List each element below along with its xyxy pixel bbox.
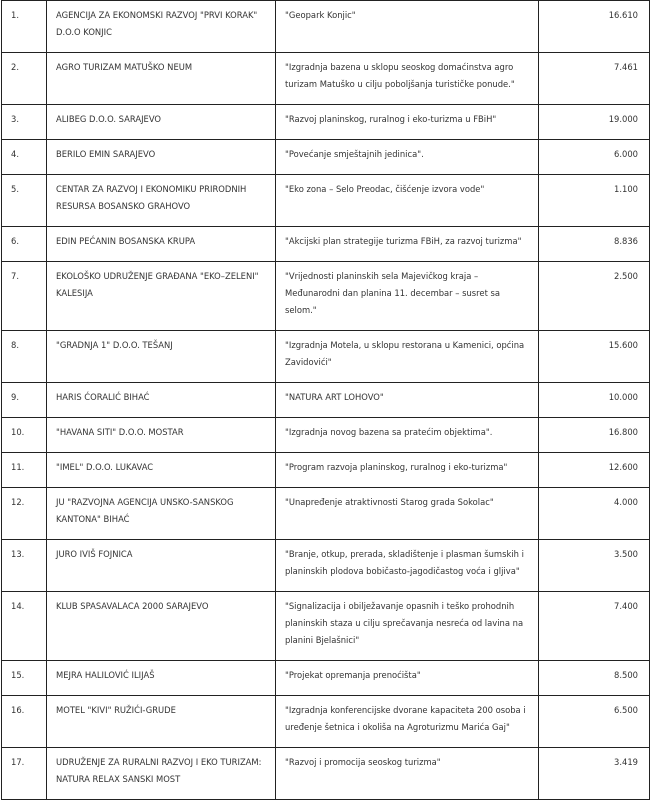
organization-name: CENTAR ZA RAZVOJ I EKONOMIKU PRIRODNIH R…	[46, 174, 276, 227]
grant-amount: 8.500	[538, 660, 650, 696]
row-number: 16.	[1, 695, 47, 748]
row-number: 2.	[1, 52, 47, 105]
grant-amount: 1.100	[538, 174, 650, 227]
project-title: "Signalizacija i obilježavanje opasnih i…	[275, 591, 539, 661]
grant-amount: 16.800	[538, 417, 650, 453]
table-row: 8. "GRADNJA 1" D.O.O. TEŠANJ "Izgradnja Mo…	[1, 330, 650, 383]
row-number: 1.	[1, 0, 47, 53]
project-title: "Akcijski plan strategije turizma FBiH, …	[275, 226, 539, 262]
project-title: "Povećanje smještajnih jedinica".	[275, 139, 539, 175]
organization-name: MEJRA HALILOVIĆ ILIJAŠ	[46, 660, 276, 696]
row-number: 15.	[1, 660, 47, 696]
table-row: 17. UDRUŽENJE ZA RURALNI RAZVOJ I EKO TUR…	[1, 747, 650, 800]
grant-amount: 8.836	[538, 226, 650, 262]
organization-name: EDIN PEĆANIN BOSANSKA KRUPA	[46, 226, 276, 262]
project-title: "Projekat opremanja prenoćišta"	[275, 660, 539, 696]
row-number: 14.	[1, 591, 47, 661]
project-title: "Izgradnja Motela, u sklopu restorana u …	[275, 330, 539, 383]
row-number: 4.	[1, 139, 47, 175]
row-number: 5.	[1, 174, 47, 227]
table-row: 15. MEJRA HALILOVIĆ ILIJAŠ "Projekat oprem…	[1, 660, 650, 696]
organization-name: ALIBEG D.O.O. SARAJEVO	[46, 104, 276, 140]
organization-name: "GRADNJA 1" D.O.O. TEŠANJ	[46, 330, 276, 383]
project-title: "Branje, otkup, prerada, skladištenje i …	[275, 539, 539, 592]
organization-name: JU "RAZVOJNA AGENCIJA UNSKO-SANSKOG KANT…	[46, 487, 276, 540]
row-number: 11.	[1, 452, 47, 488]
row-number: 17.	[1, 747, 47, 800]
row-number: 12.	[1, 487, 47, 540]
table-row: 13. JURO IVIŠ FOJNICA "Branje, otkup, prer…	[1, 539, 650, 592]
table-row: 10. "HAVANA SITI" D.O.O. MOSTAR "Izgradnja…	[1, 417, 650, 453]
organization-name: EKOLOŠKO UDRUŽENJE GRAĐANA "EKO–ZELENI" …	[46, 261, 276, 331]
table-row: 2. AGRO TURIZAM MATUŠKO NEUM "Izgradnja ba…	[1, 52, 650, 105]
project-title: "Program razvoja planinskog, ruralnog i …	[275, 452, 539, 488]
organization-name: HARIS ĆORALIĆ BIHAĆ	[46, 382, 276, 418]
grant-amount: 19.000	[538, 104, 650, 140]
grant-amount: 6.500	[538, 695, 650, 748]
organization-name: MOTEL "KIVI" RUŽIĆI-GRUDE	[46, 695, 276, 748]
grant-amount: 16.610	[538, 0, 650, 53]
grant-amount: 2.500	[538, 261, 650, 331]
row-number: 13.	[1, 539, 47, 592]
grant-amount: 12.600	[538, 452, 650, 488]
grant-amount: 6.000	[538, 139, 650, 175]
project-title: "Izgradnja konferencijske dvorane kapaci…	[275, 695, 539, 748]
table-row: 7. EKOLOŠKO UDRUŽENJE GRAĐANA "EKO–ZELENI…	[1, 261, 650, 331]
grant-amount: 7.461	[538, 52, 650, 105]
table-row: 1. AGENCIJA ZA EKONOMSKI RAZVOJ "PRVI KOR…	[1, 0, 650, 53]
table-row: 5. CENTAR ZA RAZVOJ I EKONOMIKU PRIRODNIH…	[1, 174, 650, 227]
project-title: "Vrijednosti planinskih sela Majevičkog …	[275, 261, 539, 331]
organization-name: "HAVANA SITI" D.O.O. MOSTAR	[46, 417, 276, 453]
row-number: 3.	[1, 104, 47, 140]
table-row: 16. MOTEL "KIVI" RUŽIĆI-GRUDE "Izgradnja k…	[1, 695, 650, 748]
grant-amount: 3.419	[538, 747, 650, 800]
grant-amount: 3.500	[538, 539, 650, 592]
grant-amount: 4.000	[538, 487, 650, 540]
project-title: "Eko zona – Selo Preodac, čišćenje izvor…	[275, 174, 539, 227]
table-row: 14. KLUB SPASAVALACA 2000 SARAJEVO "Signal…	[1, 591, 650, 661]
grant-amount: 15.600	[538, 330, 650, 383]
organization-name: BERILO EMIN SARAJEVO	[46, 139, 276, 175]
row-number: 7.	[1, 261, 47, 331]
grant-amount: 7.400	[538, 591, 650, 661]
row-number: 9.	[1, 382, 47, 418]
table-row: 9. HARIS ĆORALIĆ BIHAĆ "NATURA ART LOHOVO"…	[1, 382, 650, 418]
project-title: "Izgradnja novog bazena sa pratećim obje…	[275, 417, 539, 453]
organization-name: "IMEL" D.O.O. LUKAVAC	[46, 452, 276, 488]
table-row: 12. JU "RAZVOJNA AGENCIJA UNSKO-SANSKOG K…	[1, 487, 650, 540]
table-row: 3. ALIBEG D.O.O. SARAJEVO "Razvoj planinsk…	[1, 104, 650, 140]
organization-name: AGRO TURIZAM MATUŠKO NEUM	[46, 52, 276, 105]
row-number: 8.	[1, 330, 47, 383]
organization-name: JURO IVIŠ FOJNICA	[46, 539, 276, 592]
grant-amount: 10.000	[538, 382, 650, 418]
project-title: "NATURA ART LOHOVO"	[275, 382, 539, 418]
table-row: 6. EDIN PEĆANIN BOSANSKA KRUPA "Akcijski p…	[1, 226, 650, 262]
project-title: "Geopark Konjic"	[275, 0, 539, 53]
table-row: 4. BERILO EMIN SARAJEVO "Povećanje smješta…	[1, 139, 650, 175]
row-number: 10.	[1, 417, 47, 453]
project-title: "Izgradnja bazena u sklopu seoskog domać…	[275, 52, 539, 105]
organization-name: KLUB SPASAVALACA 2000 SARAJEVO	[46, 591, 276, 661]
project-title: "Unapređenje atraktivnosti Starog grada …	[275, 487, 539, 540]
project-title: "Razvoj i promocija seoskog turizma"	[275, 747, 539, 800]
project-title: "Razvoj planinskog, ruralnog i eko-turiz…	[275, 104, 539, 140]
organization-name: AGENCIJA ZA EKONOMSKI RAZVOJ "PRVI KORAK…	[46, 0, 276, 53]
table-row: 11. "IMEL" D.O.O. LUKAVAC "Program razvoja…	[1, 452, 650, 488]
organization-name: UDRUŽENJE ZA RURALNI RAZVOJ I EKO TURIZA…	[46, 747, 276, 800]
row-number: 6.	[1, 226, 47, 262]
